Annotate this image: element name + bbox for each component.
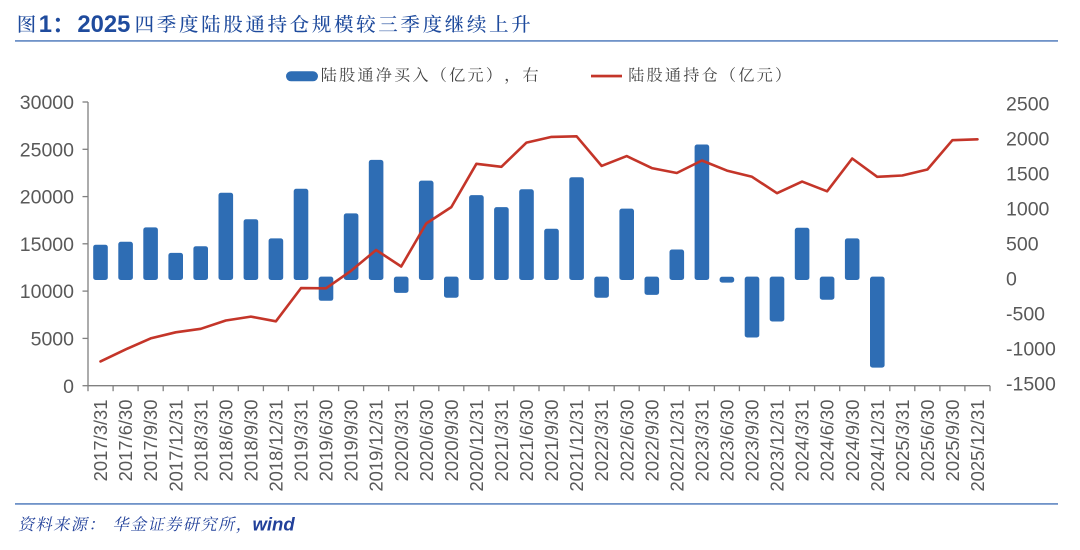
svg-text:2024/3/31: 2024/3/31	[792, 400, 813, 482]
svg-text:2025/3/31: 2025/3/31	[892, 400, 913, 482]
svg-text:10000: 10000	[20, 281, 74, 303]
svg-text:25000: 25000	[20, 139, 74, 161]
svg-text:2000: 2000	[1006, 128, 1050, 150]
svg-text:2023/12/31: 2023/12/31	[767, 400, 788, 492]
svg-text:2019/9/30: 2019/9/30	[341, 400, 362, 482]
svg-text:30000: 30000	[20, 92, 74, 114]
svg-text:2024/9/30: 2024/9/30	[842, 400, 863, 482]
svg-text:2018/9/30: 2018/9/30	[241, 400, 262, 482]
svg-text:5000: 5000	[31, 329, 75, 351]
svg-text:2024/12/31: 2024/12/31	[867, 400, 888, 492]
svg-text:0: 0	[1006, 268, 1017, 290]
svg-text:2020/12/31: 2020/12/31	[466, 400, 487, 492]
svg-text:2020/6/30: 2020/6/30	[416, 400, 437, 482]
svg-text:15000: 15000	[20, 234, 74, 256]
svg-text:2022/6/30: 2022/6/30	[616, 400, 637, 482]
svg-text:2017/9/30: 2017/9/30	[140, 400, 161, 482]
svg-text:2017/3/31: 2017/3/31	[90, 400, 111, 482]
svg-text:2024/6/30: 2024/6/30	[817, 400, 838, 482]
svg-text:2017/12/31: 2017/12/31	[165, 400, 186, 492]
svg-text:2018/12/31: 2018/12/31	[266, 400, 287, 492]
svg-text:2500: 2500	[1006, 93, 1050, 115]
svg-text:-1500: -1500	[1006, 373, 1056, 395]
svg-text:2019/6/30: 2019/6/30	[316, 400, 337, 482]
svg-text:2025/12/31: 2025/12/31	[967, 400, 988, 492]
svg-text:1500: 1500	[1006, 163, 1050, 185]
svg-text:1000: 1000	[1006, 198, 1050, 220]
svg-text:2022/12/31: 2022/12/31	[666, 400, 687, 492]
svg-text:2017/6/30: 2017/6/30	[115, 400, 136, 482]
svg-text:2023/9/30: 2023/9/30	[742, 400, 763, 482]
svg-text:2021/3/31: 2021/3/31	[491, 400, 512, 482]
svg-text:2023/6/30: 2023/6/30	[717, 400, 738, 482]
svg-text:500: 500	[1006, 233, 1039, 255]
svg-text:2018/3/31: 2018/3/31	[190, 400, 211, 482]
svg-text:2019/12/31: 2019/12/31	[366, 400, 387, 492]
svg-text:0: 0	[63, 376, 74, 398]
svg-text:-1000: -1000	[1006, 338, 1056, 360]
svg-text:-500: -500	[1006, 303, 1045, 325]
svg-text:2018/6/30: 2018/6/30	[215, 400, 236, 482]
svg-text:2022/3/31: 2022/3/31	[591, 400, 612, 482]
svg-text:2019/3/31: 2019/3/31	[291, 400, 312, 482]
svg-text:2020/9/30: 2020/9/30	[441, 400, 462, 482]
svg-text:20000: 20000	[20, 187, 74, 209]
svg-text:1: 1	[39, 11, 52, 38]
svg-text:2020/3/31: 2020/3/31	[391, 400, 412, 482]
svg-text:2022/9/30: 2022/9/30	[641, 400, 662, 482]
svg-text:2021/12/31: 2021/12/31	[566, 400, 587, 492]
svg-text:wind: wind	[253, 514, 296, 535]
svg-text:2021/6/30: 2021/6/30	[516, 400, 537, 482]
svg-text:2025/6/30: 2025/6/30	[917, 400, 938, 482]
svg-text:2025/9/30: 2025/9/30	[942, 400, 963, 482]
svg-text:2023/3/31: 2023/3/31	[692, 400, 713, 482]
svg-text:2021/9/30: 2021/9/30	[541, 400, 562, 482]
svg-text:2025: 2025	[77, 11, 130, 38]
